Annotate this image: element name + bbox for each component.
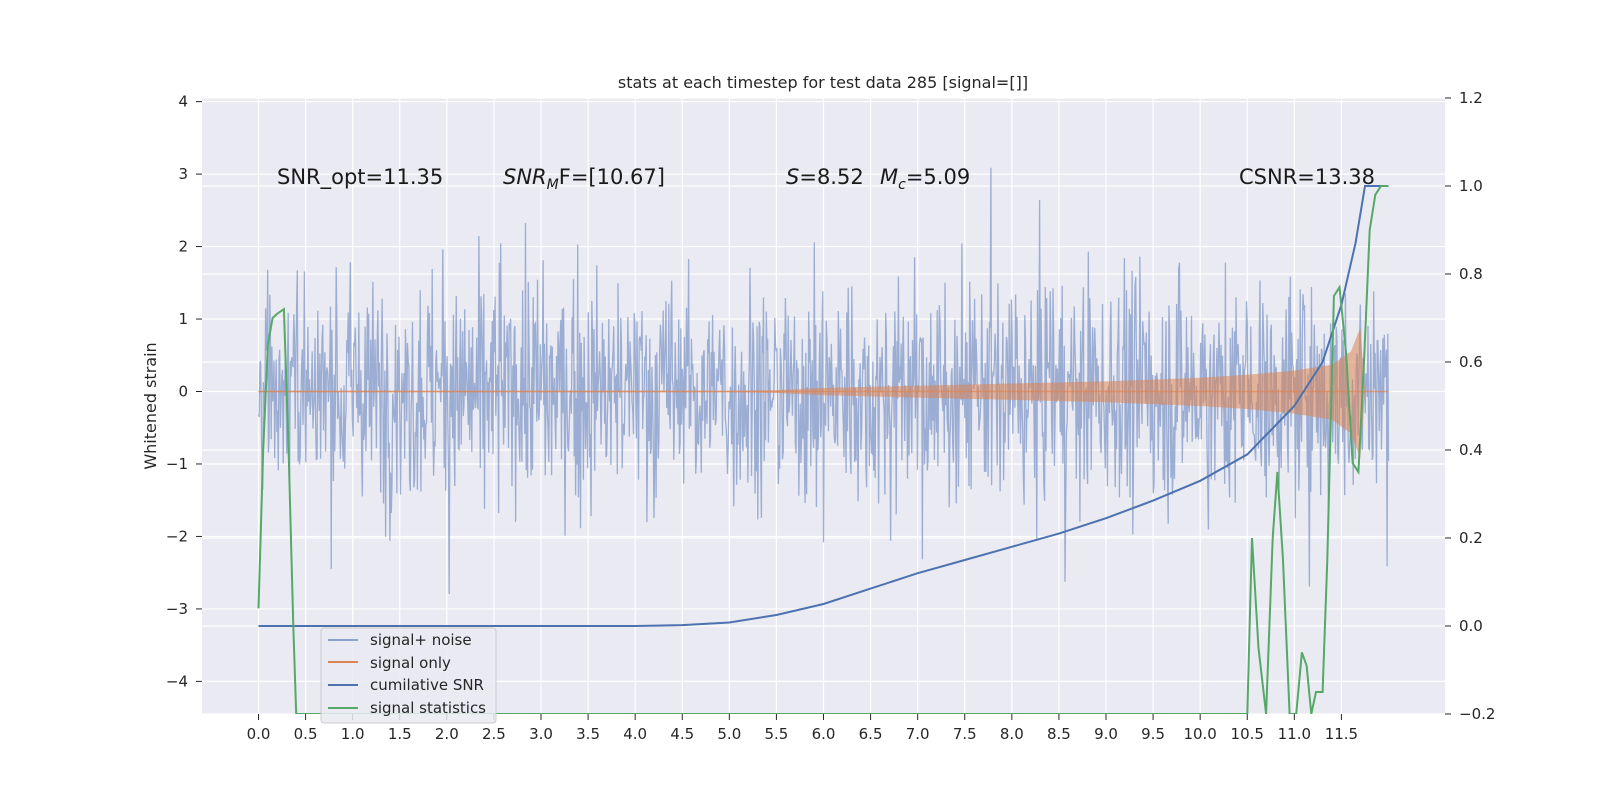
x-tick-label: 9.0 xyxy=(1094,725,1118,743)
signal-only-series xyxy=(258,327,1389,459)
cumulative-snr-line xyxy=(258,185,1389,627)
signal-only-envelope xyxy=(258,327,1365,459)
y2-tick-label: 0.0 xyxy=(1459,617,1483,635)
y2-tick-label: 0.2 xyxy=(1459,529,1483,547)
x-tick-label: 8.0 xyxy=(1000,725,1024,743)
axes: 4 3 2 1 0 −1 −2 −3 −4 1.2 1.0 0.8 0.6 0.4 0.2 0.0 −0.2 0.… xyxy=(166,89,1496,743)
y-tick-label: 1 xyxy=(178,310,188,328)
x-tick-label: 0.0 xyxy=(247,725,271,743)
x-tick-label: 1.0 xyxy=(341,725,365,743)
legend-label-cumulative-snr: cumilative SNR xyxy=(370,676,484,694)
x-tick-label: 10.0 xyxy=(1183,725,1216,743)
x-tick-label: 6.5 xyxy=(859,725,883,743)
x-tick-label: 1.5 xyxy=(388,725,412,743)
x-tick-label: 5.5 xyxy=(764,725,788,743)
legend-label-signal-statistics: signal statistics xyxy=(370,699,486,717)
legend-label-signal-noise: signal+ noise xyxy=(370,631,472,649)
annotation-snr-mf: SNRMF=[10.67] xyxy=(503,165,665,193)
y-tick-label: −4 xyxy=(166,672,188,690)
x-tick-label: 9.5 xyxy=(1141,725,1165,743)
y2-tick-label: 1.2 xyxy=(1459,89,1483,107)
annotation-s-value: =8.52 xyxy=(799,165,863,189)
y-tick-label: −3 xyxy=(166,600,188,618)
chart-title: stats at each timestep for test data 285… xyxy=(618,73,1028,92)
x-tick-label: 10.5 xyxy=(1231,725,1264,743)
annotation-s: S=8.52 xyxy=(786,165,864,189)
y-tick-label: 3 xyxy=(178,165,188,183)
x-tick-label: 0.5 xyxy=(294,725,318,743)
annotation-mc-symbol: M xyxy=(880,165,898,189)
legend: signal+ noise signal only cumilative SNR… xyxy=(320,627,497,724)
annotation-s-symbol: S xyxy=(786,165,799,189)
x-tick-label: 2.5 xyxy=(482,725,506,743)
annotation-mc: Mc=5.09 xyxy=(880,165,970,193)
x-tick-label: 6.0 xyxy=(812,725,836,743)
y-tick-label: 0 xyxy=(178,383,188,401)
y2-tick-label: 1.0 xyxy=(1459,177,1483,195)
y-axis-label: Whitened strain xyxy=(141,342,160,469)
x-tick-label: 3.0 xyxy=(529,725,553,743)
x-tick-label: 4.5 xyxy=(670,725,694,743)
x-tick-label: 7.0 xyxy=(906,725,930,743)
annotations: SNR_opt=11.35 SNRMF=[10.67] S=8.52 Mc=5.… xyxy=(277,165,1375,193)
annotation-csnr: CSNR=13.38 xyxy=(1239,165,1375,189)
y-tick-label: 2 xyxy=(178,238,188,256)
annotation-mc-value: =5.09 xyxy=(906,165,970,189)
y2-tick-label: 0.8 xyxy=(1459,265,1483,283)
x-tick-label: 2.0 xyxy=(435,725,459,743)
x-tick-label: 11.5 xyxy=(1325,725,1358,743)
x-tick-label: 5.0 xyxy=(717,725,741,743)
x-tick-label: 7.5 xyxy=(953,725,977,743)
y2-tick-label: 0.6 xyxy=(1459,353,1483,371)
y-tick-label: −1 xyxy=(166,455,188,473)
y2-tick-label: −0.2 xyxy=(1459,705,1495,723)
y-tick-label: −2 xyxy=(166,527,188,545)
legend-label-signal-only: signal only xyxy=(370,654,451,672)
annotation-snr-mf-value: F=[10.67] xyxy=(559,165,665,189)
annotation-snr-mf-subscript: M xyxy=(547,177,559,193)
annotation-snr-mf-symbol: SNR xyxy=(503,165,547,189)
y-tick-label: 4 xyxy=(178,93,188,111)
signal-statistics-line xyxy=(257,185,1389,714)
annotation-snr-opt: SNR_opt=11.35 xyxy=(277,165,443,190)
y2-tick-label: 0.4 xyxy=(1459,441,1483,459)
x-tick-label: 11.0 xyxy=(1278,725,1311,743)
right-axis-lines xyxy=(257,185,1389,714)
x-tick-label: 8.5 xyxy=(1047,725,1071,743)
annotation-mc-subscript: c xyxy=(898,177,906,193)
legend-box xyxy=(320,627,497,724)
x-tick-label: 4.0 xyxy=(623,725,647,743)
x-tick-label: 3.5 xyxy=(576,725,600,743)
